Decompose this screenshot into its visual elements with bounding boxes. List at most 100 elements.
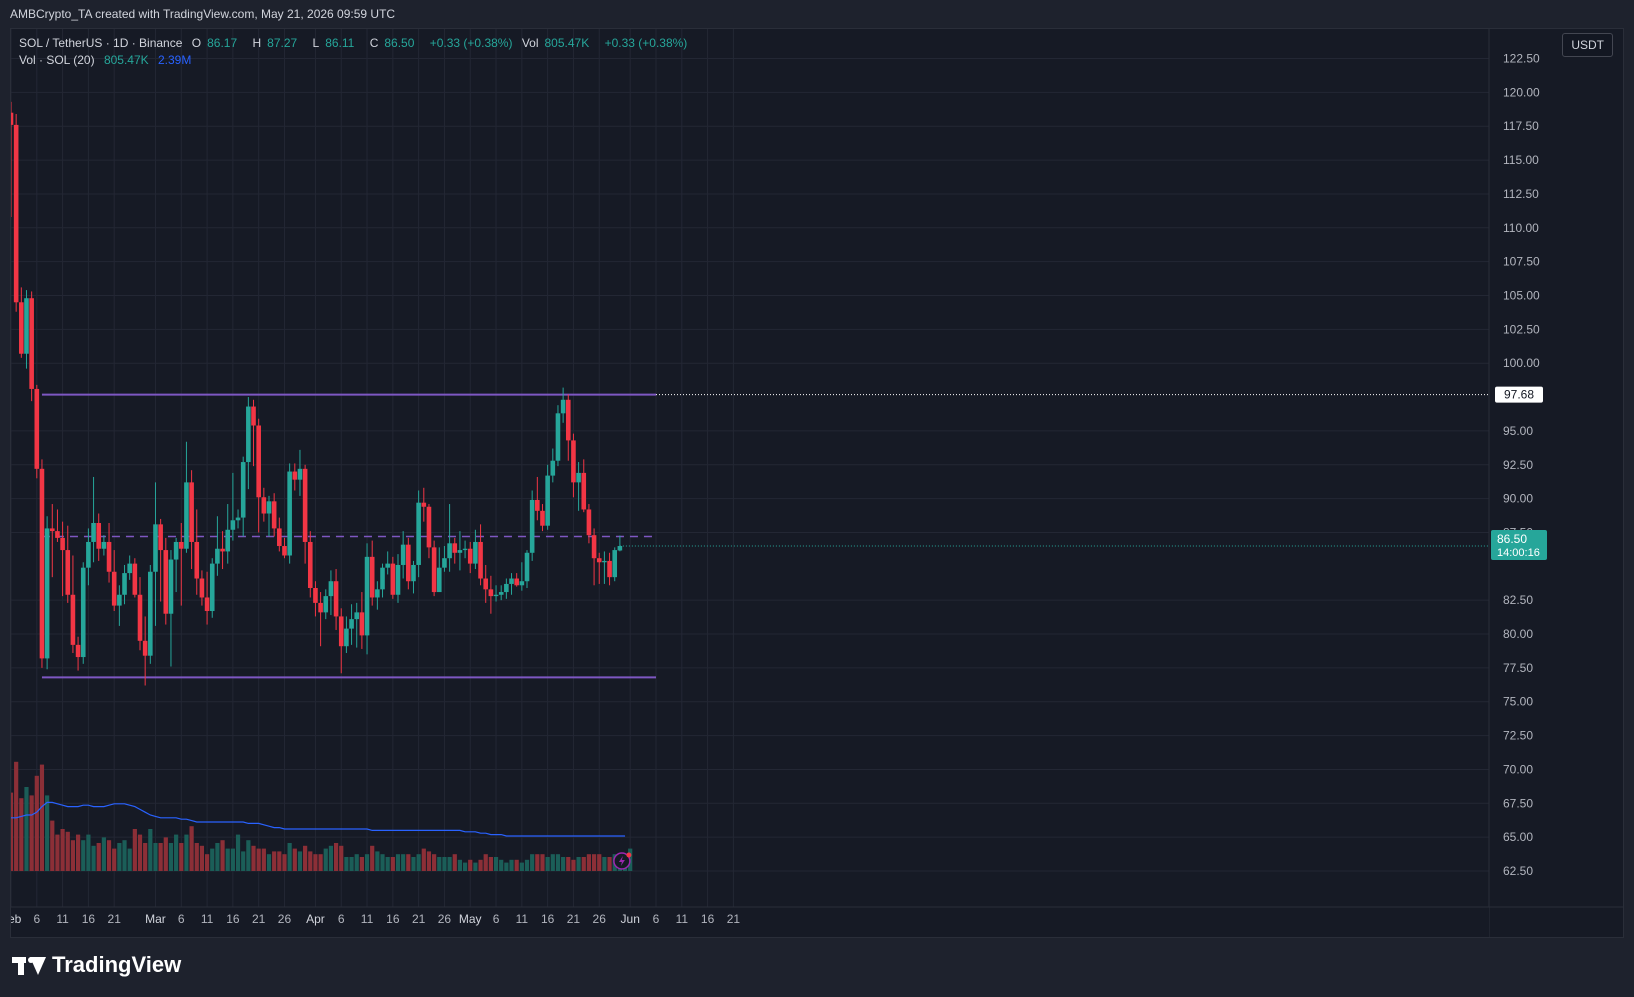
candle-body[interactable] [431,547,437,593]
price-chart[interactable]: 122.50 120.00 117.50 115.00 112.50 110.00 107.… [11,29,1623,937]
candle-body[interactable] [122,573,127,595]
candle-body[interactable] [406,544,411,582]
candle-body[interactable] [39,468,45,659]
candle-body[interactable] [576,472,581,483]
candle-body[interactable] [91,522,96,542]
time-axis[interactable] [11,907,1489,937]
candle-body[interactable] [256,425,261,498]
candle-body[interactable] [612,550,618,578]
candle-body[interactable] [230,520,236,530]
volume-indicator-label[interactable]: Vol · SOL (20) [19,53,95,67]
candle-body[interactable] [158,524,163,551]
candle-body[interactable] [127,563,132,574]
candle-body[interactable] [519,581,525,586]
candle-body[interactable] [349,619,354,629]
candle-body[interactable] [560,399,566,414]
candle-body[interactable] [545,475,550,526]
candle-body[interactable] [385,563,390,568]
candle-body[interactable] [220,548,225,552]
candle-body[interactable] [96,522,102,549]
candle-body[interactable] [251,406,256,426]
candle-body[interactable] [354,612,360,620]
candle-body[interactable] [457,550,463,553]
candle-body[interactable] [148,571,153,656]
candle-body[interactable] [535,499,540,511]
candle-body[interactable] [328,581,334,597]
chart-frame[interactable]: 122.50 120.00 117.50 115.00 112.50 110.00 107.… [10,28,1624,938]
candle-body[interactable] [395,564,401,595]
candle-body[interactable] [602,560,607,563]
candle-body[interactable] [209,563,215,612]
candle-body[interactable] [163,550,169,614]
candle-body[interactable] [338,616,344,647]
candle-body[interactable] [271,501,277,529]
candle-body[interactable] [178,541,184,549]
candle-body[interactable] [344,628,349,647]
candle-body[interactable] [524,552,530,582]
candle-body[interactable] [375,589,380,598]
candle-body[interactable] [498,592,504,595]
candle-body[interactable] [617,546,623,551]
candle-body[interactable] [168,559,174,614]
candle-body[interactable] [359,612,365,636]
candle-body[interactable] [313,587,318,603]
candle-body[interactable] [266,501,272,514]
candle-body[interactable] [529,499,535,553]
candle-body[interactable] [473,541,478,564]
candle-body[interactable] [447,543,452,559]
candle-body[interactable] [29,298,34,389]
candle-body[interactable] [106,541,112,572]
candle-body[interactable] [571,440,576,483]
candle-body[interactable] [240,462,246,518]
candle-body[interactable] [137,594,143,641]
candle-body[interactable] [225,529,231,552]
candle-body[interactable] [452,543,458,553]
candle-body[interactable] [282,546,287,556]
candle-body[interactable] [442,558,447,568]
candle-body[interactable] [504,583,509,593]
candle-body[interactable] [101,541,107,549]
candle-body[interactable] [153,524,158,572]
candle-body[interactable] [70,594,76,645]
candle-body[interactable] [86,541,91,568]
candle-body[interactable] [586,509,592,536]
candle-body[interactable] [215,548,220,564]
candle-body[interactable] [426,506,432,548]
candle-body[interactable] [591,535,597,559]
tradingview-logo[interactable]: TradingView [12,952,181,978]
candle-body[interactable] [287,471,292,556]
candle-body[interactable] [11,112,14,125]
candle-body[interactable] [540,510,545,526]
candle-body[interactable] [493,594,499,597]
candle-body[interactable] [333,581,339,617]
candle-body[interactable] [550,460,556,476]
candle-body[interactable] [261,497,267,514]
candle-body[interactable] [416,502,421,565]
candle-body[interactable] [277,528,282,547]
symbol-label[interactable]: SOL / TetherUS · 1D · Binance [19,36,183,50]
candle-body[interactable] [565,399,571,441]
candle-body[interactable] [80,567,86,658]
candle-body[interactable] [390,563,396,595]
candle-body[interactable] [302,468,308,542]
candle-body[interactable] [19,302,24,354]
price-axis[interactable] [1489,29,1623,937]
candle-body[interactable] [323,596,329,613]
candle-body[interactable] [111,571,117,606]
candle-body[interactable] [55,531,60,538]
candle-body[interactable] [467,548,473,564]
candle-body[interactable] [369,556,375,598]
candle-body[interactable] [318,602,323,613]
candle-body[interactable] [297,468,303,480]
candle-body[interactable] [483,578,489,590]
candle-body[interactable] [184,482,189,549]
candle-body[interactable] [292,471,298,480]
candle-body[interactable] [117,594,122,606]
candle-body[interactable] [75,644,81,658]
candle-body[interactable] [364,556,370,636]
candle-body[interactable] [400,544,406,565]
candle-body[interactable] [13,124,19,303]
candle-body[interactable] [462,548,468,551]
candle-body[interactable] [307,541,313,588]
candle-body[interactable] [555,413,561,461]
